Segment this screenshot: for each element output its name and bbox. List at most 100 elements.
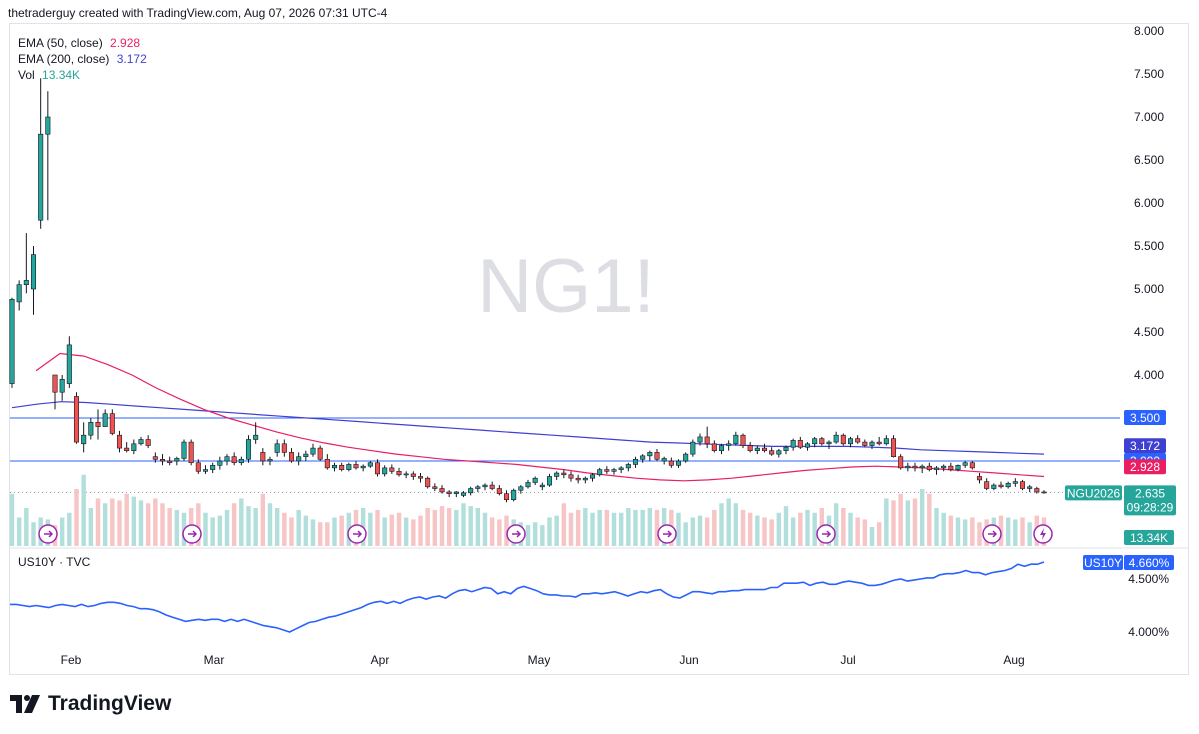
- candle: [840, 433, 846, 446]
- candle: [339, 462, 345, 472]
- event-marker-icon[interactable]: [506, 524, 526, 544]
- candle-body: [790, 440, 796, 448]
- candle-body: [532, 477, 538, 483]
- candle: [862, 439, 868, 448]
- candle-body: [632, 458, 639, 465]
- candle-body: [890, 438, 897, 458]
- candle: [167, 456, 173, 466]
- candle-body: [912, 465, 918, 469]
- candle-body: [475, 486, 481, 489]
- volume-bar: [425, 508, 430, 546]
- us10y-value-tag-text: 4.660%: [1129, 556, 1170, 570]
- candle: [475, 485, 481, 492]
- candle-body: [489, 484, 495, 489]
- time-axis[interactable]: Feb Mar Apr May Jun Jul Aug: [61, 653, 1025, 667]
- tradingview-logo[interactable]: TradingView: [10, 692, 171, 716]
- price-tag-1: 3.172: [1124, 438, 1166, 454]
- candle-body: [66, 344, 72, 384]
- event-marker-icon[interactable]: [982, 524, 1002, 544]
- volume-bar: [626, 508, 631, 546]
- candle: [116, 430, 123, 453]
- event-marker-icon[interactable]: [347, 524, 367, 544]
- volume-bar: [712, 509, 717, 546]
- volume-bar: [368, 512, 373, 546]
- volume-bar: [88, 508, 94, 546]
- event-marker-icon[interactable]: [816, 524, 836, 544]
- event-markers[interactable]: [38, 524, 1053, 544]
- candle-body: [869, 441, 875, 446]
- volume-bar: [339, 515, 344, 546]
- candle: [331, 462, 338, 472]
- candle: [933, 466, 940, 475]
- ema200-legend[interactable]: EMA (200, close) 3.172: [18, 51, 147, 67]
- volume-bar: [554, 515, 559, 546]
- candle: [998, 481, 1004, 489]
- price-tick-label: 6.500: [1134, 153, 1164, 167]
- ema50-legend[interactable]: EMA (50, close) 2.928: [18, 35, 147, 51]
- candle: [575, 474, 581, 484]
- volume-bar: [783, 506, 789, 546]
- candle-body: [984, 481, 990, 489]
- volume-legend[interactable]: Vol 13.34K: [18, 67, 147, 83]
- candle-body: [969, 462, 975, 469]
- volume-bar: [24, 508, 29, 546]
- candle-body: [116, 434, 123, 449]
- candle: [819, 436, 825, 446]
- candle: [883, 435, 889, 446]
- volume-bar: [124, 493, 129, 546]
- candle-body: [124, 447, 130, 451]
- candle: [181, 439, 187, 461]
- volume-bar: [468, 506, 473, 546]
- candle-body: [704, 436, 710, 445]
- volume-bar: [9, 493, 15, 546]
- candle-body: [554, 472, 560, 477]
- volume-bar: [862, 519, 868, 546]
- candle: [518, 485, 524, 494]
- candle: [317, 445, 323, 461]
- volume-bar: [654, 509, 660, 546]
- candle: [991, 483, 997, 491]
- candle-body: [668, 460, 674, 466]
- price-tick-label: 8.000: [1134, 24, 1164, 38]
- volume-label: Vol: [18, 68, 35, 82]
- price-tag-3-text: 2.928: [1130, 460, 1160, 474]
- candle: [1012, 478, 1018, 487]
- event-marker-icon[interactable]: [1033, 524, 1053, 544]
- candle-body: [453, 491, 459, 494]
- event-marker-icon[interactable]: [657, 524, 677, 544]
- candle-body: [747, 445, 753, 451]
- candle: [604, 466, 610, 474]
- candle: [532, 476, 538, 486]
- candle: [188, 439, 194, 466]
- us10y-symbol-tag-text: US10Y: [1084, 556, 1122, 570]
- candle-body: [331, 464, 338, 469]
- candle: [905, 462, 911, 472]
- volume-bar: [253, 508, 258, 546]
- candle-body: [726, 443, 732, 446]
- candle-body: [754, 447, 760, 451]
- candle: [9, 297, 15, 388]
- volume-bar: [74, 489, 79, 546]
- candle: [733, 431, 739, 446]
- time-tick-label: Mar: [204, 653, 225, 667]
- volume-bar: [912, 498, 918, 546]
- us10y-legend[interactable]: US10Y · TVC: [18, 555, 91, 569]
- candle-body: [260, 452, 266, 462]
- event-marker-icon[interactable]: [38, 524, 58, 544]
- price-axis[interactable]: 8.000 7.500 7.000 6.500 6.000 5.500 5.000 4.500…: [1128, 24, 1169, 639]
- candle: [611, 467, 617, 475]
- event-marker-icon[interactable]: [182, 524, 202, 544]
- candle: [432, 483, 438, 492]
- volume-bar: [898, 493, 903, 546]
- symbol-tag-bg: [1065, 485, 1122, 501]
- candle: [948, 462, 954, 472]
- candle: [66, 336, 72, 388]
- horizontal-levels: [10, 417, 1120, 493]
- candle: [769, 447, 775, 456]
- candle: [324, 454, 330, 470]
- volume-bar: [432, 509, 438, 546]
- candle-body: [683, 453, 689, 462]
- us10y-value-tag-bg: [1124, 555, 1174, 570]
- candle: [396, 467, 402, 477]
